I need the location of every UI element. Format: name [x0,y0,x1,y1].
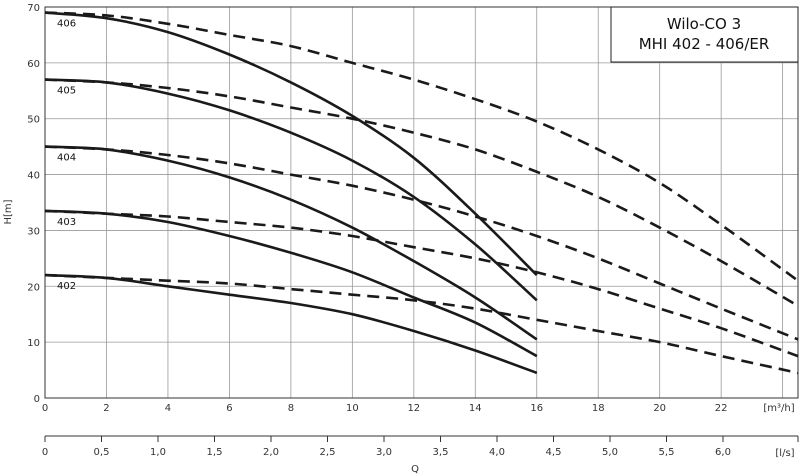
series-405-solid [44,78,538,302]
x-tick-label: 22 [715,403,728,414]
x2-tick-label: 1,5 [207,447,223,458]
x-tick-label: 8 [288,403,294,414]
y-tick-label: 60 [27,59,40,70]
series-402-dashed [44,273,799,375]
x-tick-label: 2 [103,403,109,414]
series-405-dashed [44,78,799,307]
x-tick-label: 6 [226,403,232,414]
x-tick-label: 16 [530,403,543,414]
x-tick-label: 10 [346,403,359,414]
x-tick-label: 18 [592,403,605,414]
curves: 406 405 404 403 402 [44,11,799,375]
y-tick-label: 20 [27,282,40,293]
y-axis-label: H[m] [3,199,14,224]
x2-tick-label: 3,5 [433,447,449,458]
y-tick-label: 0 [34,394,40,405]
x2-tick-label: 5,5 [659,447,675,458]
series-404-solid [44,145,538,341]
y-tick-label: 10 [27,338,40,349]
chart-title-line-1: Wilo-CO 3 [667,15,741,33]
title-box [610,6,799,63]
grid [44,6,799,399]
series-404-dashed [44,145,799,341]
x-tick-label: 20 [653,403,666,414]
x2-tick-label: 3,0 [376,447,392,458]
x-tick-label: 0 [42,403,48,414]
x-tick-label: 12 [407,403,420,414]
series-403-solid [44,209,538,358]
y-tick-label: 70 [27,3,40,14]
y-tick-label: 50 [27,115,40,126]
curve-label-403: 403 [57,217,76,228]
plot-frame [44,6,799,399]
x-unit-bottom: [l/s] [775,448,794,459]
x-tick-label: 14 [469,403,482,414]
series-406-solid [44,11,538,277]
x-tick-label: 4 [165,403,171,414]
x-axis-label: Q [411,464,419,475]
y-tick-label: 30 [27,226,40,237]
curve-label-406: 406 [57,19,76,30]
x2-tick-label: 5,0 [602,447,618,458]
y-tick-label: 40 [27,171,40,182]
axes: 0 10 20 30 40 50 60 70 0 2 4 6 8 10 12 14 16 18 20 22 0 0,5 1,… [27,3,799,458]
curve-label-404: 404 [57,153,76,164]
x2-tick-label: 4,0 [489,447,505,458]
series-403-dashed [44,209,799,358]
x2-tick-label: 1,0 [150,447,166,458]
curve-label-402: 402 [57,281,76,292]
x2-tick-label: 6,0 [715,447,731,458]
series-402-solid [44,273,538,375]
x2-tick-label: 0 [42,447,48,458]
chart-title-line-2: MHI 402 - 406/ER [639,35,770,53]
x2-tick-label: 4,5 [546,447,562,458]
x-unit-top: [m³/h] [763,403,794,414]
x2-tick-label: 2,0 [263,447,279,458]
curve-label-405: 405 [57,86,76,97]
x2-tick-label: 0,5 [94,447,110,458]
x2-tick-label: 2,5 [320,447,336,458]
series-406-dashed [44,11,799,282]
